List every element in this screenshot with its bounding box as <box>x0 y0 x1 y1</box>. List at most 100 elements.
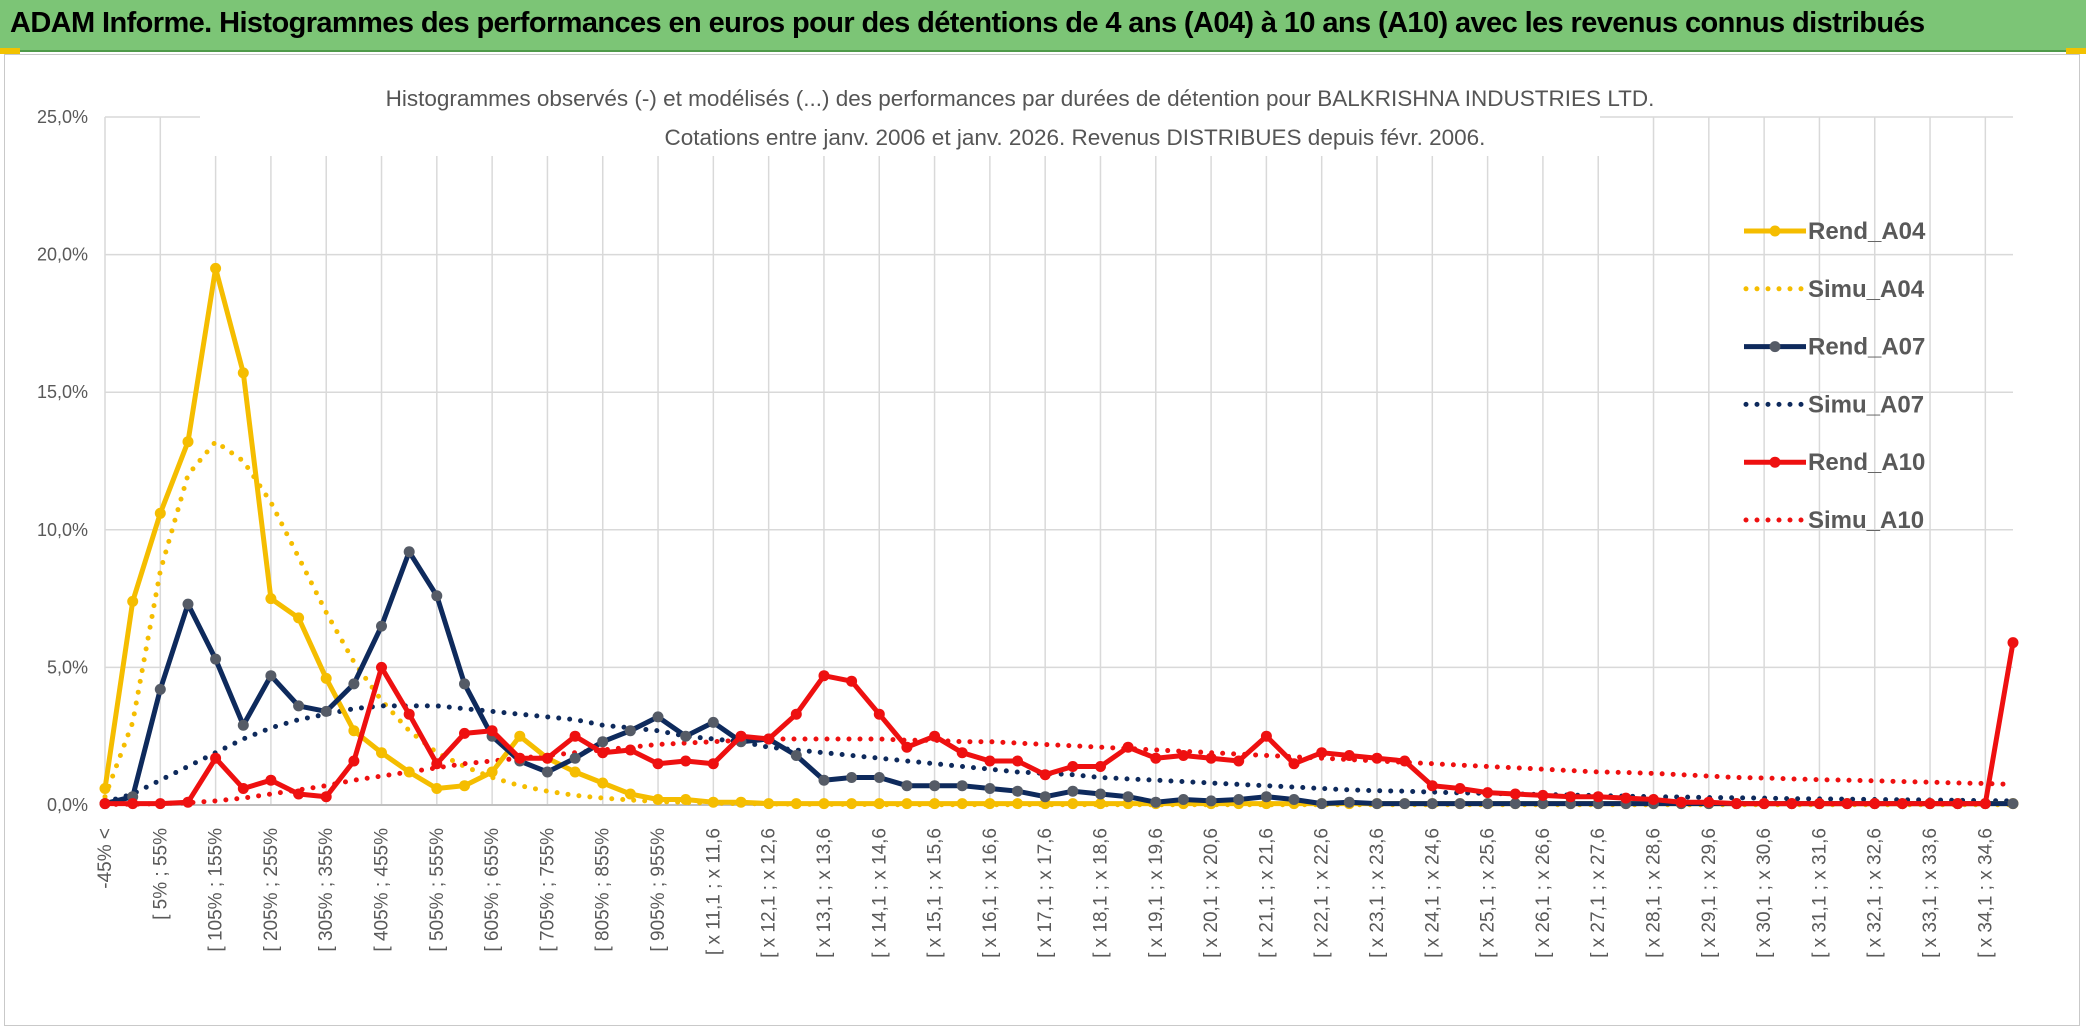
data-point <box>873 708 885 720</box>
x-tick-label: [ x 29,1 ; x 29,6 <box>1699 828 1720 958</box>
data-point <box>846 675 858 687</box>
data-point <box>210 653 222 665</box>
x-tick-label: [ 505% ; 555% <box>427 828 448 952</box>
data-point <box>348 725 360 737</box>
legend-label: Simu_A04 <box>1808 276 1925 303</box>
x-tick-label: [ x 22,1 ; x 22,6 <box>1312 828 1333 958</box>
data-point <box>1343 750 1355 761</box>
data-point <box>901 798 913 810</box>
data-point <box>1758 798 1770 810</box>
data-point <box>1620 792 1632 804</box>
data-point <box>541 766 553 778</box>
data-point <box>1482 787 1494 799</box>
legend: Rend_A04 Simu_A04 Rend_A07 Simu_A07 Rend_A10… <box>1743 218 1926 534</box>
data-point <box>735 730 747 742</box>
legend-item-Rend_A04: Rend_A04 <box>1744 218 1926 245</box>
data-point <box>320 705 332 717</box>
series-line-Rend_A07 <box>104 549 2013 807</box>
x-tick-label: [ x 28,1 ; x 28,6 <box>1644 828 1665 958</box>
data-point <box>707 758 719 770</box>
x-tick-label: [ 205% ; 255% <box>261 828 282 952</box>
data-point <box>1952 798 1964 810</box>
data-point <box>818 774 830 786</box>
data-point <box>652 794 664 805</box>
data-point <box>1233 755 1245 767</box>
legend-label: Simu_A10 <box>1808 507 1924 534</box>
data-point <box>1924 798 1936 810</box>
data-point <box>182 598 194 610</box>
data-point <box>569 752 581 764</box>
x-tick-label: -45% < <box>95 828 116 889</box>
x-tick-label: [ x 15,1 ; x 15,6 <box>925 828 946 958</box>
data-point <box>1896 798 1908 810</box>
data-point <box>652 758 664 770</box>
data-point <box>984 798 996 810</box>
x-tick-label: [ x 30,1 ; x 30,6 <box>1754 828 1775 958</box>
data-point <box>1509 798 1521 810</box>
data-point <box>459 727 470 739</box>
data-point <box>403 546 415 558</box>
data-point <box>1343 796 1355 808</box>
x-tick-label: [ x 33,1 ; x 33,6 <box>1920 828 1941 958</box>
data-point <box>624 725 636 737</box>
x-tick-label: [ 705% ; 755% <box>537 828 558 952</box>
legend-marker <box>1769 456 1781 468</box>
data-point <box>1509 788 1521 800</box>
data-point <box>1205 752 1217 764</box>
data-point <box>99 783 111 794</box>
data-point <box>514 730 526 742</box>
series-line-Rend_A10 <box>105 642 2016 807</box>
data-point <box>376 620 387 632</box>
data-point <box>1095 788 1106 800</box>
data-point <box>293 788 305 800</box>
data-point <box>1260 730 1272 742</box>
series-Rend_A10 <box>99 637 2019 810</box>
data-point <box>956 798 968 810</box>
data-point <box>680 730 692 742</box>
data-point <box>652 711 664 723</box>
chart-title-line1: Histogrammes observés (-) et modélisés (… <box>386 86 1655 111</box>
x-tick-label: [ x 23,1 ; x 23,6 <box>1367 828 1388 958</box>
data-point <box>127 798 139 810</box>
x-tick-label: [ 305% ; 355% <box>316 828 337 952</box>
data-point <box>514 752 526 764</box>
data-point <box>431 758 443 770</box>
series-Rend_A04 <box>99 262 2019 810</box>
data-point <box>597 777 609 789</box>
legend-label: Rend_A04 <box>1808 218 1926 245</box>
x-tick-label: [ 405% ; 455% <box>372 828 393 952</box>
data-point <box>1731 798 1742 810</box>
data-point <box>182 436 194 448</box>
data-point <box>1648 794 1659 805</box>
y-tick-label: 25,0% <box>37 107 88 127</box>
data-point <box>265 670 277 682</box>
data-point <box>1482 798 1494 810</box>
data-point <box>790 750 802 761</box>
x-tick-label: [ 105% ; 155% <box>206 828 227 952</box>
legend-label: Simu_A07 <box>1808 391 1924 418</box>
legend-item-Simu_A07: Simu_A07 <box>1743 391 1924 418</box>
data-point <box>431 783 443 794</box>
data-point <box>265 593 277 605</box>
data-point <box>265 774 277 786</box>
data-point <box>569 730 581 742</box>
data-point <box>984 783 996 794</box>
gridlines <box>104 116 2013 806</box>
data-point <box>1067 761 1079 772</box>
data-point <box>597 736 609 748</box>
legend-label: Rend_A07 <box>1808 334 1925 361</box>
data-point <box>210 262 222 274</box>
data-point <box>376 747 387 759</box>
data-point <box>818 670 830 682</box>
data-point <box>873 772 885 783</box>
data-point <box>1316 798 1328 810</box>
data-point <box>293 612 305 624</box>
corner-mark <box>2066 48 2086 54</box>
report-banner: ADAM Informe. Histogrammes des performan… <box>0 0 2086 52</box>
data-point <box>1067 785 1079 797</box>
x-tick-label: [ 905% ; 955% <box>648 828 669 952</box>
data-point <box>237 719 249 731</box>
data-point <box>1565 791 1577 803</box>
data-point <box>1260 791 1272 803</box>
data-point <box>459 678 470 690</box>
